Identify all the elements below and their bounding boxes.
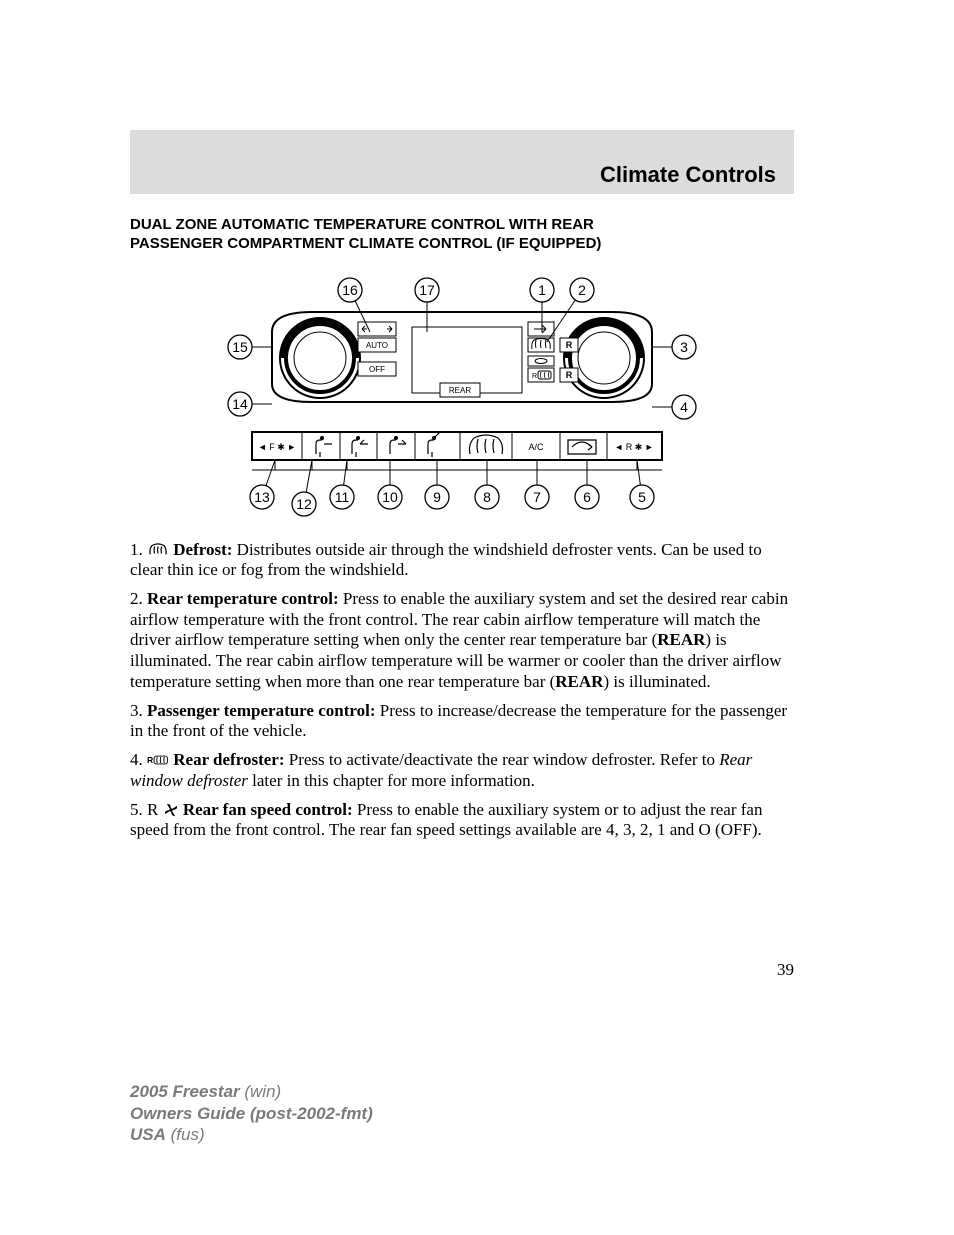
item-4: 4. R Rear defroster: Press to activate/d… — [130, 750, 794, 791]
svg-text:16: 16 — [342, 282, 358, 298]
svg-text:9: 9 — [433, 489, 441, 505]
item-5: 5. R Rear fan speed control: Press to en… — [130, 800, 794, 841]
item-3-label: Passenger temperature control: — [147, 701, 376, 720]
svg-text:13: 13 — [254, 489, 270, 505]
svg-text:A/C: A/C — [528, 442, 544, 452]
footer-region: USA — [130, 1125, 166, 1144]
fan-icon — [163, 802, 179, 818]
page-number: 39 — [777, 960, 794, 980]
manual-page: Climate Controls DUAL ZONE AUTOMATIC TEM… — [0, 0, 954, 1235]
svg-text:◄ R ✱ ►: ◄ R ✱ ► — [614, 442, 653, 452]
svg-text:R: R — [147, 755, 154, 765]
svg-text:7: 7 — [533, 489, 541, 505]
svg-text:R: R — [566, 340, 573, 350]
item-2-rear-1: REAR — [657, 630, 705, 649]
climate-control-diagram: REARAUTOOFFRRR◄ F ✱ ►A/C◄ R ✱ ►161712153… — [212, 272, 712, 522]
footer-model-suffix: (win) — [240, 1082, 282, 1101]
svg-text:◄ F ✱ ►: ◄ F ✱ ► — [258, 442, 296, 452]
item-4-num: 4. — [130, 750, 143, 769]
chapter-title: Climate Controls — [600, 162, 776, 188]
section-heading-line2: PASSENGER COMPARTMENT CLIMATE CONTROL (I… — [130, 235, 601, 252]
body-text: 1. Defrost: Distributes outside air thro… — [130, 540, 794, 842]
footer: 2005 Freestar (win) Owners Guide (post-2… — [130, 1081, 373, 1145]
footer-model: 2005 Freestar — [130, 1082, 240, 1101]
item-2-text-c: ) is illuminated. — [603, 672, 710, 691]
svg-text:R: R — [566, 370, 573, 380]
rear-defrost-icon: R — [147, 753, 169, 767]
item-2-rear-2: REAR — [555, 672, 603, 691]
svg-text:6: 6 — [583, 489, 591, 505]
svg-text:AUTO: AUTO — [366, 341, 388, 350]
svg-text:1: 1 — [538, 282, 546, 298]
section-heading-line1: DUAL ZONE AUTOMATIC TEMPERATURE CONTROL … — [130, 216, 594, 233]
svg-text:11: 11 — [335, 489, 350, 505]
svg-text:17: 17 — [419, 282, 435, 298]
svg-text:R: R — [532, 373, 537, 380]
item-2-num: 2. — [130, 589, 143, 608]
item-3-num: 3. — [130, 701, 143, 720]
item-1-label: Defrost: — [173, 540, 232, 559]
item-3: 3. Passenger temperature control: Press … — [130, 701, 794, 742]
svg-text:14: 14 — [232, 396, 248, 412]
svg-text:5: 5 — [638, 489, 646, 505]
item-2-label: Rear temperature control: — [147, 589, 339, 608]
svg-text:12: 12 — [296, 496, 312, 512]
item-4-text-a: Press to activate/deactivate the rear wi… — [285, 750, 720, 769]
item-1: 1. Defrost: Distributes outside air thro… — [130, 540, 794, 581]
svg-text:2: 2 — [578, 282, 586, 298]
defrost-icon — [147, 543, 169, 557]
svg-text:10: 10 — [382, 489, 398, 505]
svg-text:4: 4 — [680, 399, 688, 415]
svg-text:OFF: OFF — [369, 365, 385, 374]
item-5-prefix: R — [147, 800, 163, 819]
footer-region-suffix: (fus) — [166, 1125, 205, 1144]
svg-text:REAR: REAR — [449, 386, 471, 395]
item-5-label: Rear fan speed control: — [183, 800, 353, 819]
footer-line-3: USA (fus) — [130, 1124, 373, 1145]
svg-text:3: 3 — [680, 339, 688, 355]
svg-text:8: 8 — [483, 489, 491, 505]
item-4-label: Rear defroster: — [173, 750, 284, 769]
item-2: 2. Rear temperature control: Press to en… — [130, 589, 794, 693]
svg-text:15: 15 — [232, 339, 248, 355]
footer-line-2: Owners Guide (post-2002-fmt) — [130, 1103, 373, 1124]
item-5-num: 5. — [130, 800, 143, 819]
chapter-header-bar: Climate Controls — [130, 130, 794, 194]
section-heading: DUAL ZONE AUTOMATIC TEMPERATURE CONTROL … — [130, 216, 794, 254]
footer-line-1: 2005 Freestar (win) — [130, 1081, 373, 1102]
item-1-num: 1. — [130, 540, 143, 559]
item-4-text-b: later in this chapter for more informati… — [248, 771, 535, 790]
